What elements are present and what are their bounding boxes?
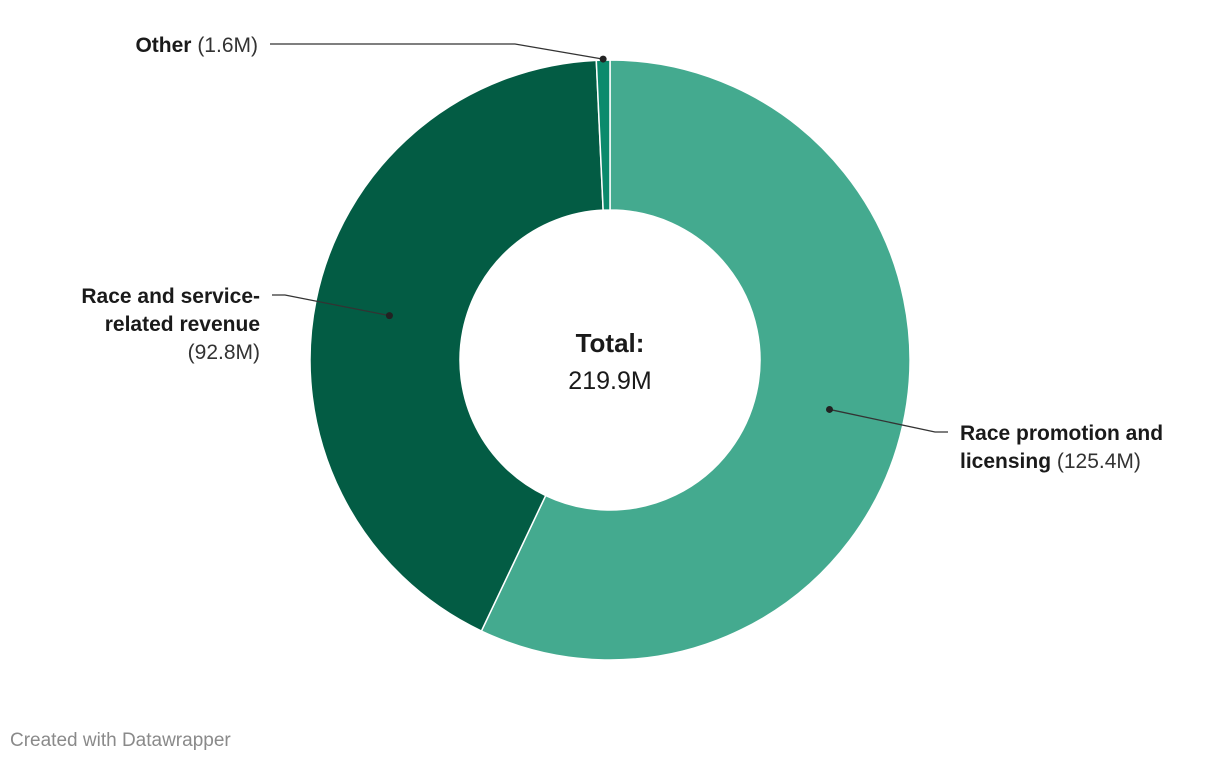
slice-label-other: Other (1.6M) — [135, 34, 258, 57]
center-total-value: 219.9M — [568, 367, 651, 395]
slice-race-promotion-and-licensing — [480, 59, 911, 661]
slice-race-and-service-related-revenue — [309, 59, 604, 633]
slice-label-race-promotion-and-licensing: Race promotion and licensing (125.4M) — [960, 422, 1163, 473]
leader-line-race-and-service-related-revenue — [272, 294, 390, 317]
leader-line-race-promotion-and-licensing — [829, 408, 948, 433]
slice-labels-layer: Race promotion and licensing (125.4M) Race… — [81, 34, 1163, 473]
datawrapper-credit: Created with Datawrapper — [10, 730, 231, 751]
leader-dot-race-promotion-and-licensing — [826, 405, 834, 413]
leader-dot-other — [599, 55, 607, 63]
leader-lines-layer — [270, 43, 948, 433]
leader-line-other — [270, 43, 604, 60]
leader-dot-race-and-service-related-revenue — [385, 312, 393, 320]
center-total-title: Total: — [576, 328, 645, 358]
slices-layer — [309, 59, 911, 661]
slice-label-race-and-service-related-revenue: Race and service-related revenue (92.8M) — [81, 285, 260, 364]
